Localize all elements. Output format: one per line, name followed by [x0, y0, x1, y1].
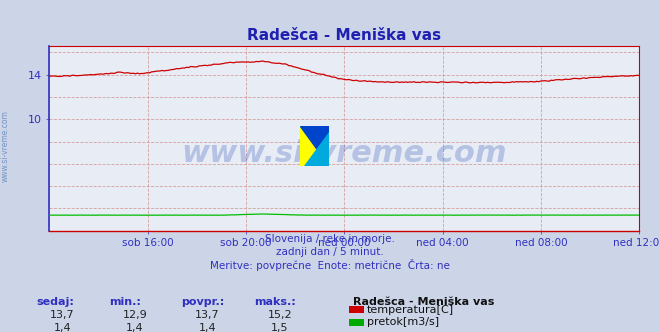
Text: www.si-vreme.com: www.si-vreme.com	[1, 110, 10, 182]
Text: 1,5: 1,5	[272, 323, 289, 332]
Polygon shape	[300, 126, 329, 166]
Text: 12,9: 12,9	[123, 310, 148, 320]
Text: 13,7: 13,7	[50, 310, 75, 320]
Text: zadnji dan / 5 minut.: zadnji dan / 5 minut.	[275, 247, 384, 257]
Text: sedaj:: sedaj:	[36, 297, 74, 307]
Polygon shape	[300, 126, 329, 166]
Text: 1,4: 1,4	[199, 323, 216, 332]
Text: Radešca - Meniška vas: Radešca - Meniška vas	[353, 297, 494, 307]
Text: temperatura[C]: temperatura[C]	[367, 305, 454, 315]
Text: www.si-vreme.com: www.si-vreme.com	[181, 139, 507, 168]
Text: 1,4: 1,4	[54, 323, 71, 332]
Text: maks.:: maks.:	[254, 297, 295, 307]
Text: Slovenija / reke in morje.: Slovenija / reke in morje.	[264, 234, 395, 244]
Text: 1,4: 1,4	[127, 323, 144, 332]
Text: 15,2: 15,2	[268, 310, 293, 320]
Text: min.:: min.:	[109, 297, 140, 307]
Text: Meritve: povprečne  Enote: metrične  Črta: ne: Meritve: povprečne Enote: metrične Črta:…	[210, 259, 449, 271]
Polygon shape	[304, 132, 329, 166]
Text: povpr.:: povpr.:	[181, 297, 225, 307]
Title: Radešca - Meniška vas: Radešca - Meniška vas	[247, 28, 442, 42]
Text: pretok[m3/s]: pretok[m3/s]	[367, 317, 439, 327]
Text: 13,7: 13,7	[195, 310, 220, 320]
